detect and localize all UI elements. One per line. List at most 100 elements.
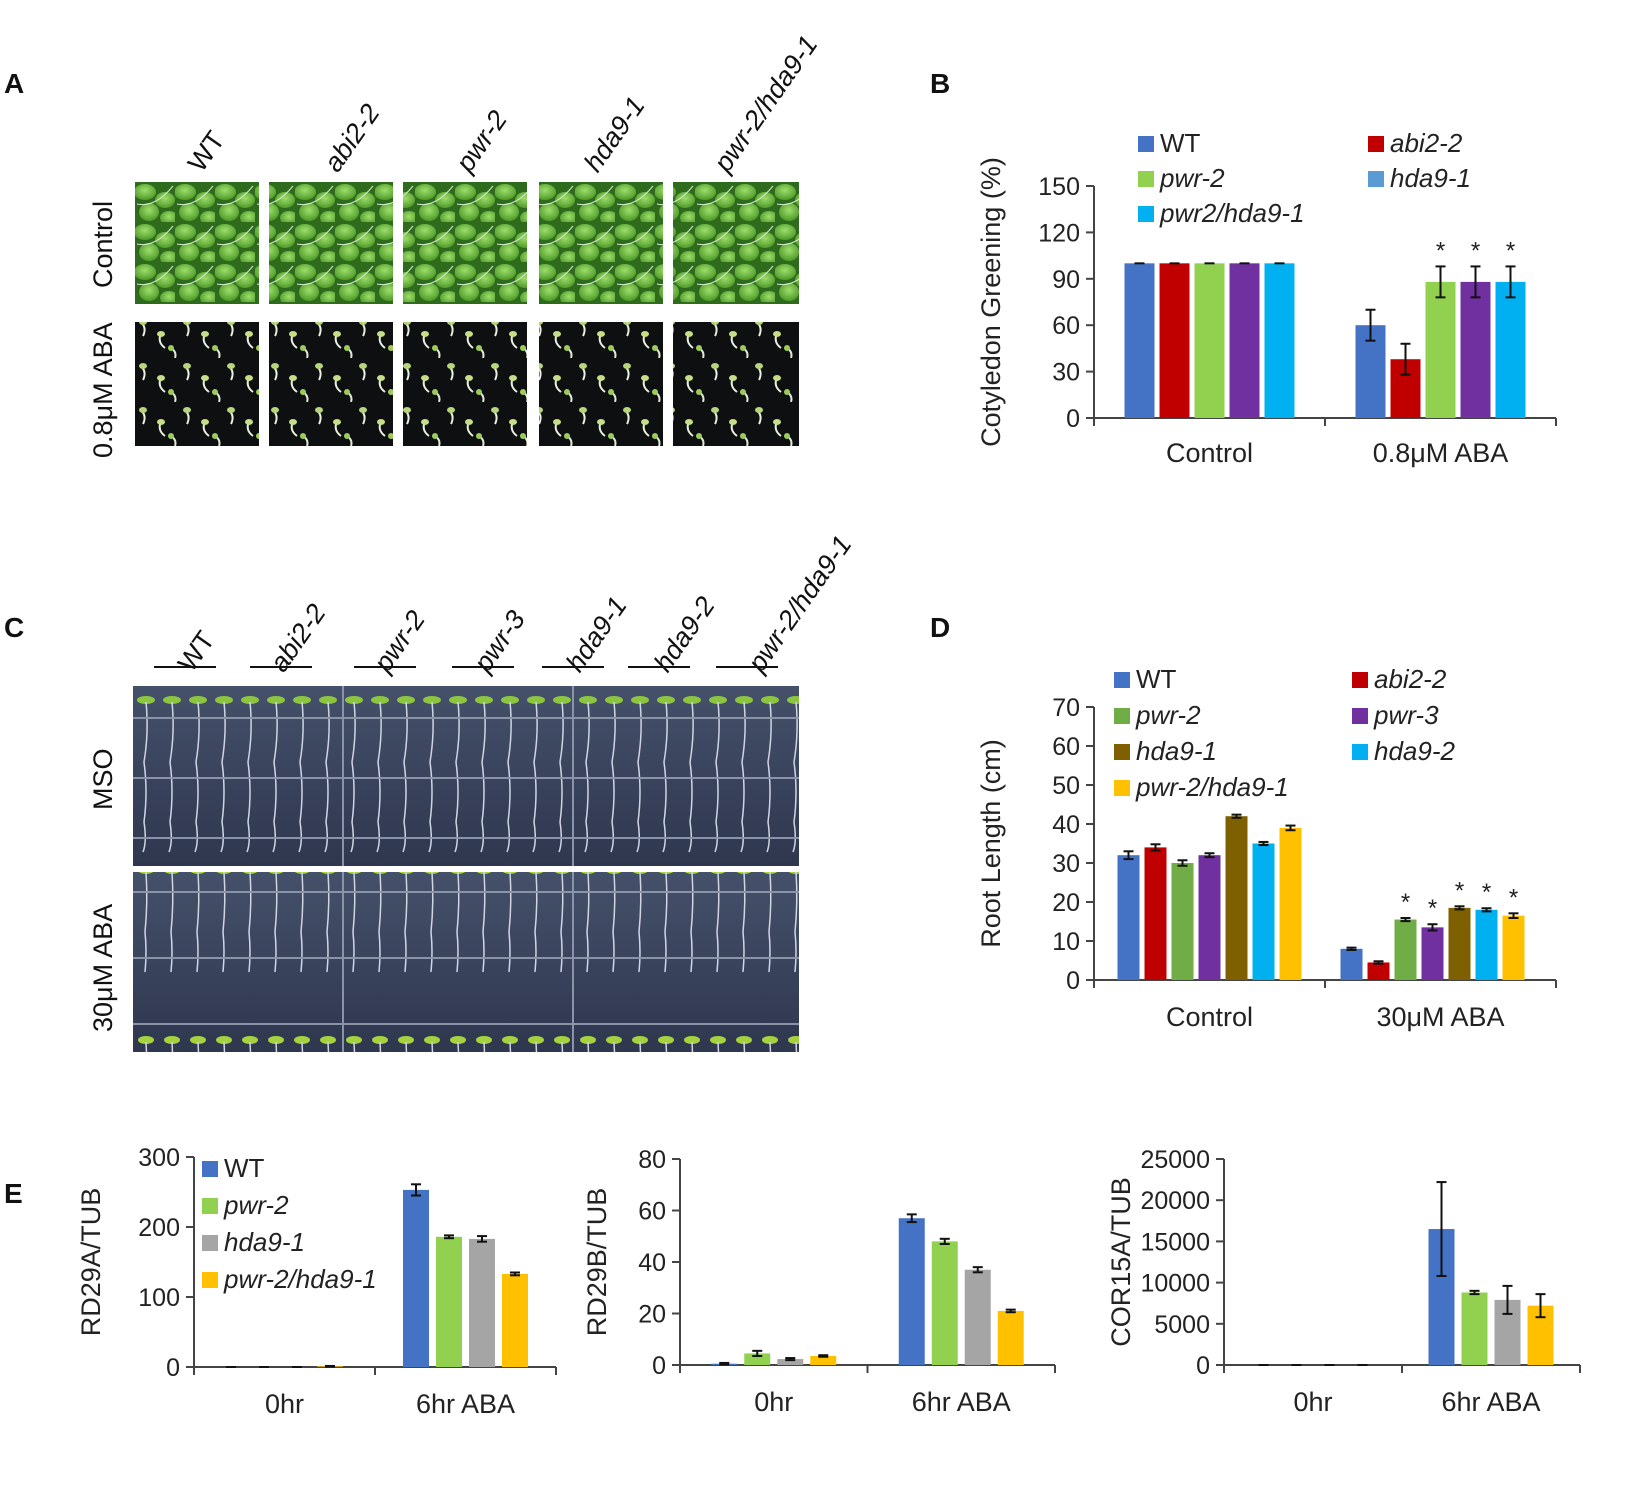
bar-pwr-2-hda9-1 bbox=[810, 1355, 837, 1365]
legend-label: WT bbox=[1160, 128, 1201, 158]
panel-letter-e: E bbox=[4, 1178, 23, 1209]
y-tick-label: 10 bbox=[1052, 928, 1080, 956]
y-tick-label: 0 bbox=[652, 1352, 666, 1380]
y-tick-label: 300 bbox=[138, 1144, 180, 1172]
legend-label: pwr-2 bbox=[223, 1190, 289, 1220]
legend-swatch bbox=[202, 1198, 218, 1214]
y-axis-title: RD29B/TUB bbox=[582, 1188, 612, 1337]
x-category-label: 30μM ABA bbox=[1376, 1002, 1504, 1032]
bar-pwr-2 bbox=[1194, 263, 1225, 418]
panel-a-row-aba: 0.8μM ABA bbox=[88, 322, 118, 458]
panel-letter-b: B bbox=[930, 68, 951, 99]
chart-rd29a: 0 100 200 300 RD29A/TUB 0hr 6hr ABA WT pwr-2 hda9… bbox=[76, 1144, 557, 1419]
legend-label: WT bbox=[224, 1153, 265, 1183]
bar-pwr-2-hda9-1 bbox=[502, 1273, 528, 1367]
bar-pwr-2-hda9-1 bbox=[1279, 827, 1302, 980]
bar-abi2-2 bbox=[1367, 962, 1390, 980]
bar-pwr-2 bbox=[1461, 1292, 1488, 1365]
y-axis-title: COR15A/TUB bbox=[1106, 1177, 1136, 1347]
bar-hda9-2 bbox=[1252, 843, 1275, 980]
legend-label: pwr-2 bbox=[1135, 700, 1201, 730]
y-tick-label: 20000 bbox=[1140, 1187, 1210, 1215]
panel-a-genotype-wt: WT bbox=[182, 125, 231, 178]
legend-label: abi2-2 bbox=[1374, 664, 1447, 694]
legend-swatch bbox=[1114, 744, 1130, 760]
y-tick-label: 100 bbox=[138, 1284, 180, 1312]
legend-label: hda9-1 bbox=[1390, 163, 1471, 193]
bar-wt bbox=[1124, 263, 1155, 418]
bar-hda9-1 bbox=[1229, 263, 1260, 418]
chart-cotyledon-greening: 0 30 60 90 120 150 Cotyledon Greening (%) Contr… bbox=[976, 128, 1557, 468]
y-axis-title: RD29A/TUB bbox=[76, 1188, 106, 1337]
y-tick-label: 0 bbox=[1066, 967, 1080, 995]
legend-label: pwr-2 bbox=[1159, 163, 1225, 193]
x-category-label: 6hr ABA bbox=[1441, 1387, 1540, 1417]
panel-c-root-plate-photos bbox=[133, 686, 799, 1052]
y-tick-label: 30 bbox=[1052, 850, 1080, 878]
y-tick-label: 90 bbox=[1052, 266, 1080, 294]
bar-hda9-2 bbox=[1475, 909, 1498, 980]
x-category-label: Control bbox=[1166, 438, 1253, 468]
legend-swatch bbox=[1114, 672, 1130, 688]
y-tick-label: 25000 bbox=[1140, 1146, 1210, 1174]
legend-label: pwr-3 bbox=[1373, 700, 1439, 730]
legend-swatch bbox=[1368, 171, 1384, 187]
panel-c-group-underlines bbox=[154, 666, 778, 668]
bar-abi2-2 bbox=[1159, 263, 1190, 418]
legend-swatch bbox=[1368, 136, 1384, 152]
bar-wt bbox=[898, 1218, 925, 1365]
bar-wt bbox=[1340, 948, 1363, 980]
legend-swatch bbox=[1138, 171, 1154, 187]
bar-pwr-2 bbox=[931, 1241, 958, 1365]
panel-letter-a: A bbox=[4, 68, 25, 99]
bar-hda9-1 bbox=[1225, 816, 1248, 980]
y-tick-label: 20 bbox=[1052, 889, 1080, 917]
chart-root-length: 0 10 20 30 40 50 60 70 Root Length (cm) Control * *… bbox=[976, 664, 1557, 1032]
legend-swatch bbox=[202, 1235, 218, 1251]
y-tick-label: 5000 bbox=[1154, 1311, 1210, 1339]
significance-star: * bbox=[1506, 237, 1515, 264]
panel-a-genotype-pwr-2: pwr-2 bbox=[450, 105, 514, 178]
panel-a-seedling-photos bbox=[135, 182, 799, 446]
legend-swatch bbox=[1138, 136, 1154, 152]
y-tick-label: 15000 bbox=[1140, 1228, 1210, 1256]
legend-label: hda9-2 bbox=[1374, 736, 1455, 766]
y-tick-label: 60 bbox=[1052, 312, 1080, 340]
y-tick-label: 200 bbox=[138, 1214, 180, 1242]
legend-label: pwr-2/hda9-1 bbox=[1135, 772, 1289, 802]
bar-hda9-1 bbox=[469, 1238, 495, 1367]
legend-swatch bbox=[1352, 744, 1368, 760]
panel-a-genotype-hda9-1: hda9-1 bbox=[578, 91, 651, 178]
legend-label: pwr-2/hda9-1 bbox=[223, 1264, 377, 1294]
bar-pwr-2 bbox=[1171, 863, 1194, 980]
x-category-label: 0.8μM ABA bbox=[1373, 438, 1509, 468]
y-tick-label: 150 bbox=[1038, 173, 1080, 201]
y-tick-label: 80 bbox=[638, 1146, 666, 1174]
y-tick-label: 50 bbox=[1052, 772, 1080, 800]
y-tick-label: 70 bbox=[1052, 694, 1080, 722]
y-axis-title: Root Length (cm) bbox=[976, 739, 1006, 948]
bar-pwr-2 bbox=[1425, 281, 1456, 418]
bar-wt bbox=[1117, 855, 1140, 980]
bar-pwr-3 bbox=[1421, 927, 1444, 980]
significance-star: * bbox=[1482, 879, 1491, 906]
panel-letter-c: C bbox=[4, 612, 25, 643]
significance-star: * bbox=[1455, 877, 1464, 904]
x-category-label: 6hr ABA bbox=[416, 1389, 515, 1419]
bar-pwr2-hda9-1 bbox=[1264, 263, 1295, 418]
panel-letter-d: D bbox=[930, 612, 951, 643]
panel-a-genotype-abi2-2: abi2-2 bbox=[318, 98, 386, 178]
y-tick-label: 0 bbox=[166, 1354, 180, 1382]
legend-swatch bbox=[1114, 708, 1130, 724]
legend-swatch bbox=[1352, 672, 1368, 688]
x-category-label: 0hr bbox=[1293, 1387, 1332, 1417]
significance-star: * bbox=[1401, 889, 1410, 916]
legend-label: WT bbox=[1136, 664, 1177, 694]
x-category-label: 0hr bbox=[265, 1389, 304, 1419]
panel-c-row-aba: 30μM ABA bbox=[88, 903, 118, 1032]
y-tick-label: 0 bbox=[1066, 405, 1080, 433]
bar-pwr-2 bbox=[436, 1236, 462, 1367]
y-axis-title: Cotyledon Greening (%) bbox=[976, 157, 1006, 447]
legend-label: hda9-1 bbox=[1136, 736, 1217, 766]
significance-star: * bbox=[1509, 884, 1518, 911]
